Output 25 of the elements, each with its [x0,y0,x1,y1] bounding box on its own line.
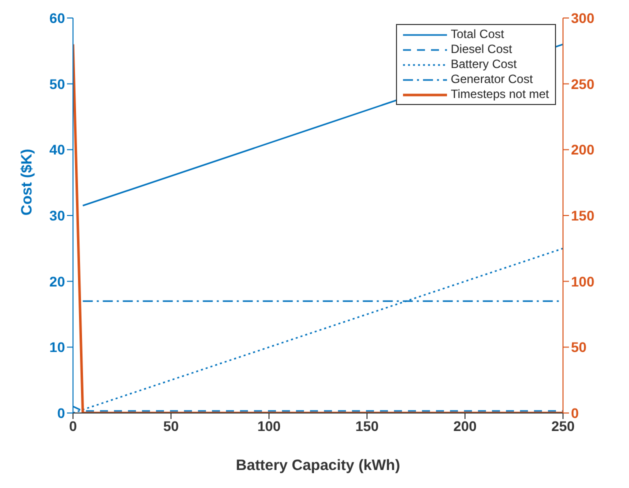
y-tick-label: 0 [57,404,66,421]
y2-tick-label: 250 [571,76,595,92]
y2-tick-label: 200 [571,142,595,158]
y-tick-label: 40 [49,142,66,158]
legend-label: Timesteps not met [450,87,549,102]
y-tick-label: 50 [49,76,66,92]
x-tick-label: 100 [257,418,281,434]
y-tick-label: 30 [49,207,66,224]
legend-label: Battery Cost [450,57,517,72]
y-tick-label: 60 [49,10,66,26]
y-tick-label: 10 [49,339,66,356]
y-tick-label: 20 [49,273,66,290]
x-tick-label: 200 [453,418,477,434]
legend-label: Diesel Cost [450,42,512,57]
x-axis-title: Battery Capacity (kWh) [236,457,400,474]
y2-tick-label: 100 [571,273,595,290]
x-tick-label: 0 [69,418,78,434]
legend-label: Generator Cost [450,72,533,87]
y-axis-title: Cost ($K) [18,148,36,216]
legend-label: Total Cost [450,27,504,42]
x-tick-label: 50 [163,418,179,434]
x-tick-label: 150 [355,418,379,434]
y2-tick-label: 50 [571,339,587,356]
y2-tick-label: 150 [571,207,595,224]
y2-tick-label: 300 [571,10,595,26]
